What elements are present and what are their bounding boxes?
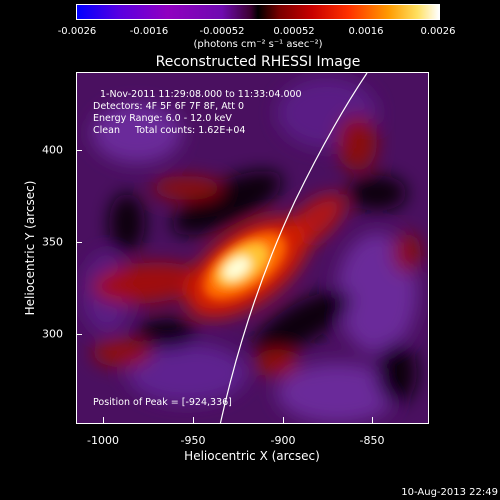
colorbar-tick: -0.0026	[57, 26, 97, 37]
colorbar-tick: -0.00052	[199, 26, 245, 37]
y-axis-label: Heliocentric Y (arcsec)	[23, 180, 37, 316]
colorbar-tick: 0.0016	[348, 26, 384, 37]
x-tick-mark	[103, 417, 104, 423]
y-tick-mark	[76, 242, 82, 243]
colorbar-tick: 0.00052	[273, 26, 315, 37]
solar-limb	[219, 73, 368, 423]
x-tick-label: -950	[180, 434, 206, 447]
clean-counts-label: Clean Total counts: 1.62E+04	[93, 125, 246, 136]
colorbar	[76, 4, 440, 20]
colorbar-tick: -0.0016	[129, 26, 169, 37]
x-tick-mark	[372, 417, 373, 423]
x-tick-label: -1000	[87, 434, 119, 447]
energy-range-label: Energy Range: 6.0 - 12.0 keV	[93, 113, 232, 124]
y-tick-mark	[76, 150, 82, 151]
timestamp: 10-Aug-2013 22:49	[401, 487, 498, 498]
y-tick-label: 350	[42, 235, 63, 249]
detectors-label: Detectors: 4F 5F 6F 7F 8F, Att 0	[93, 101, 245, 112]
y-tick-mark	[76, 334, 82, 335]
colorbar-tick: 0.0026	[420, 26, 456, 37]
x-tick-label: -900	[270, 434, 296, 447]
x-tick-mark	[283, 417, 284, 423]
y-tick-label: 400	[42, 143, 63, 157]
peak-position-label: Position of Peak = [-924,336]	[93, 397, 232, 408]
y-tick-label: 300	[42, 327, 63, 341]
time-range-label: 1-Nov-2011 11:29:08.000 to 11:33:04.000	[100, 89, 302, 100]
image-title: Reconstructed RHESSI Image	[155, 54, 361, 70]
x-tick-mark	[193, 417, 194, 423]
rhessi-image	[77, 73, 428, 423]
colorbar-units: (photons cm⁻² s⁻¹ asec⁻²)	[193, 39, 323, 50]
x-axis-label: Heliocentric X (arcsec)	[184, 449, 320, 463]
image-plot	[76, 72, 429, 424]
x-tick-label: -850	[359, 434, 385, 447]
